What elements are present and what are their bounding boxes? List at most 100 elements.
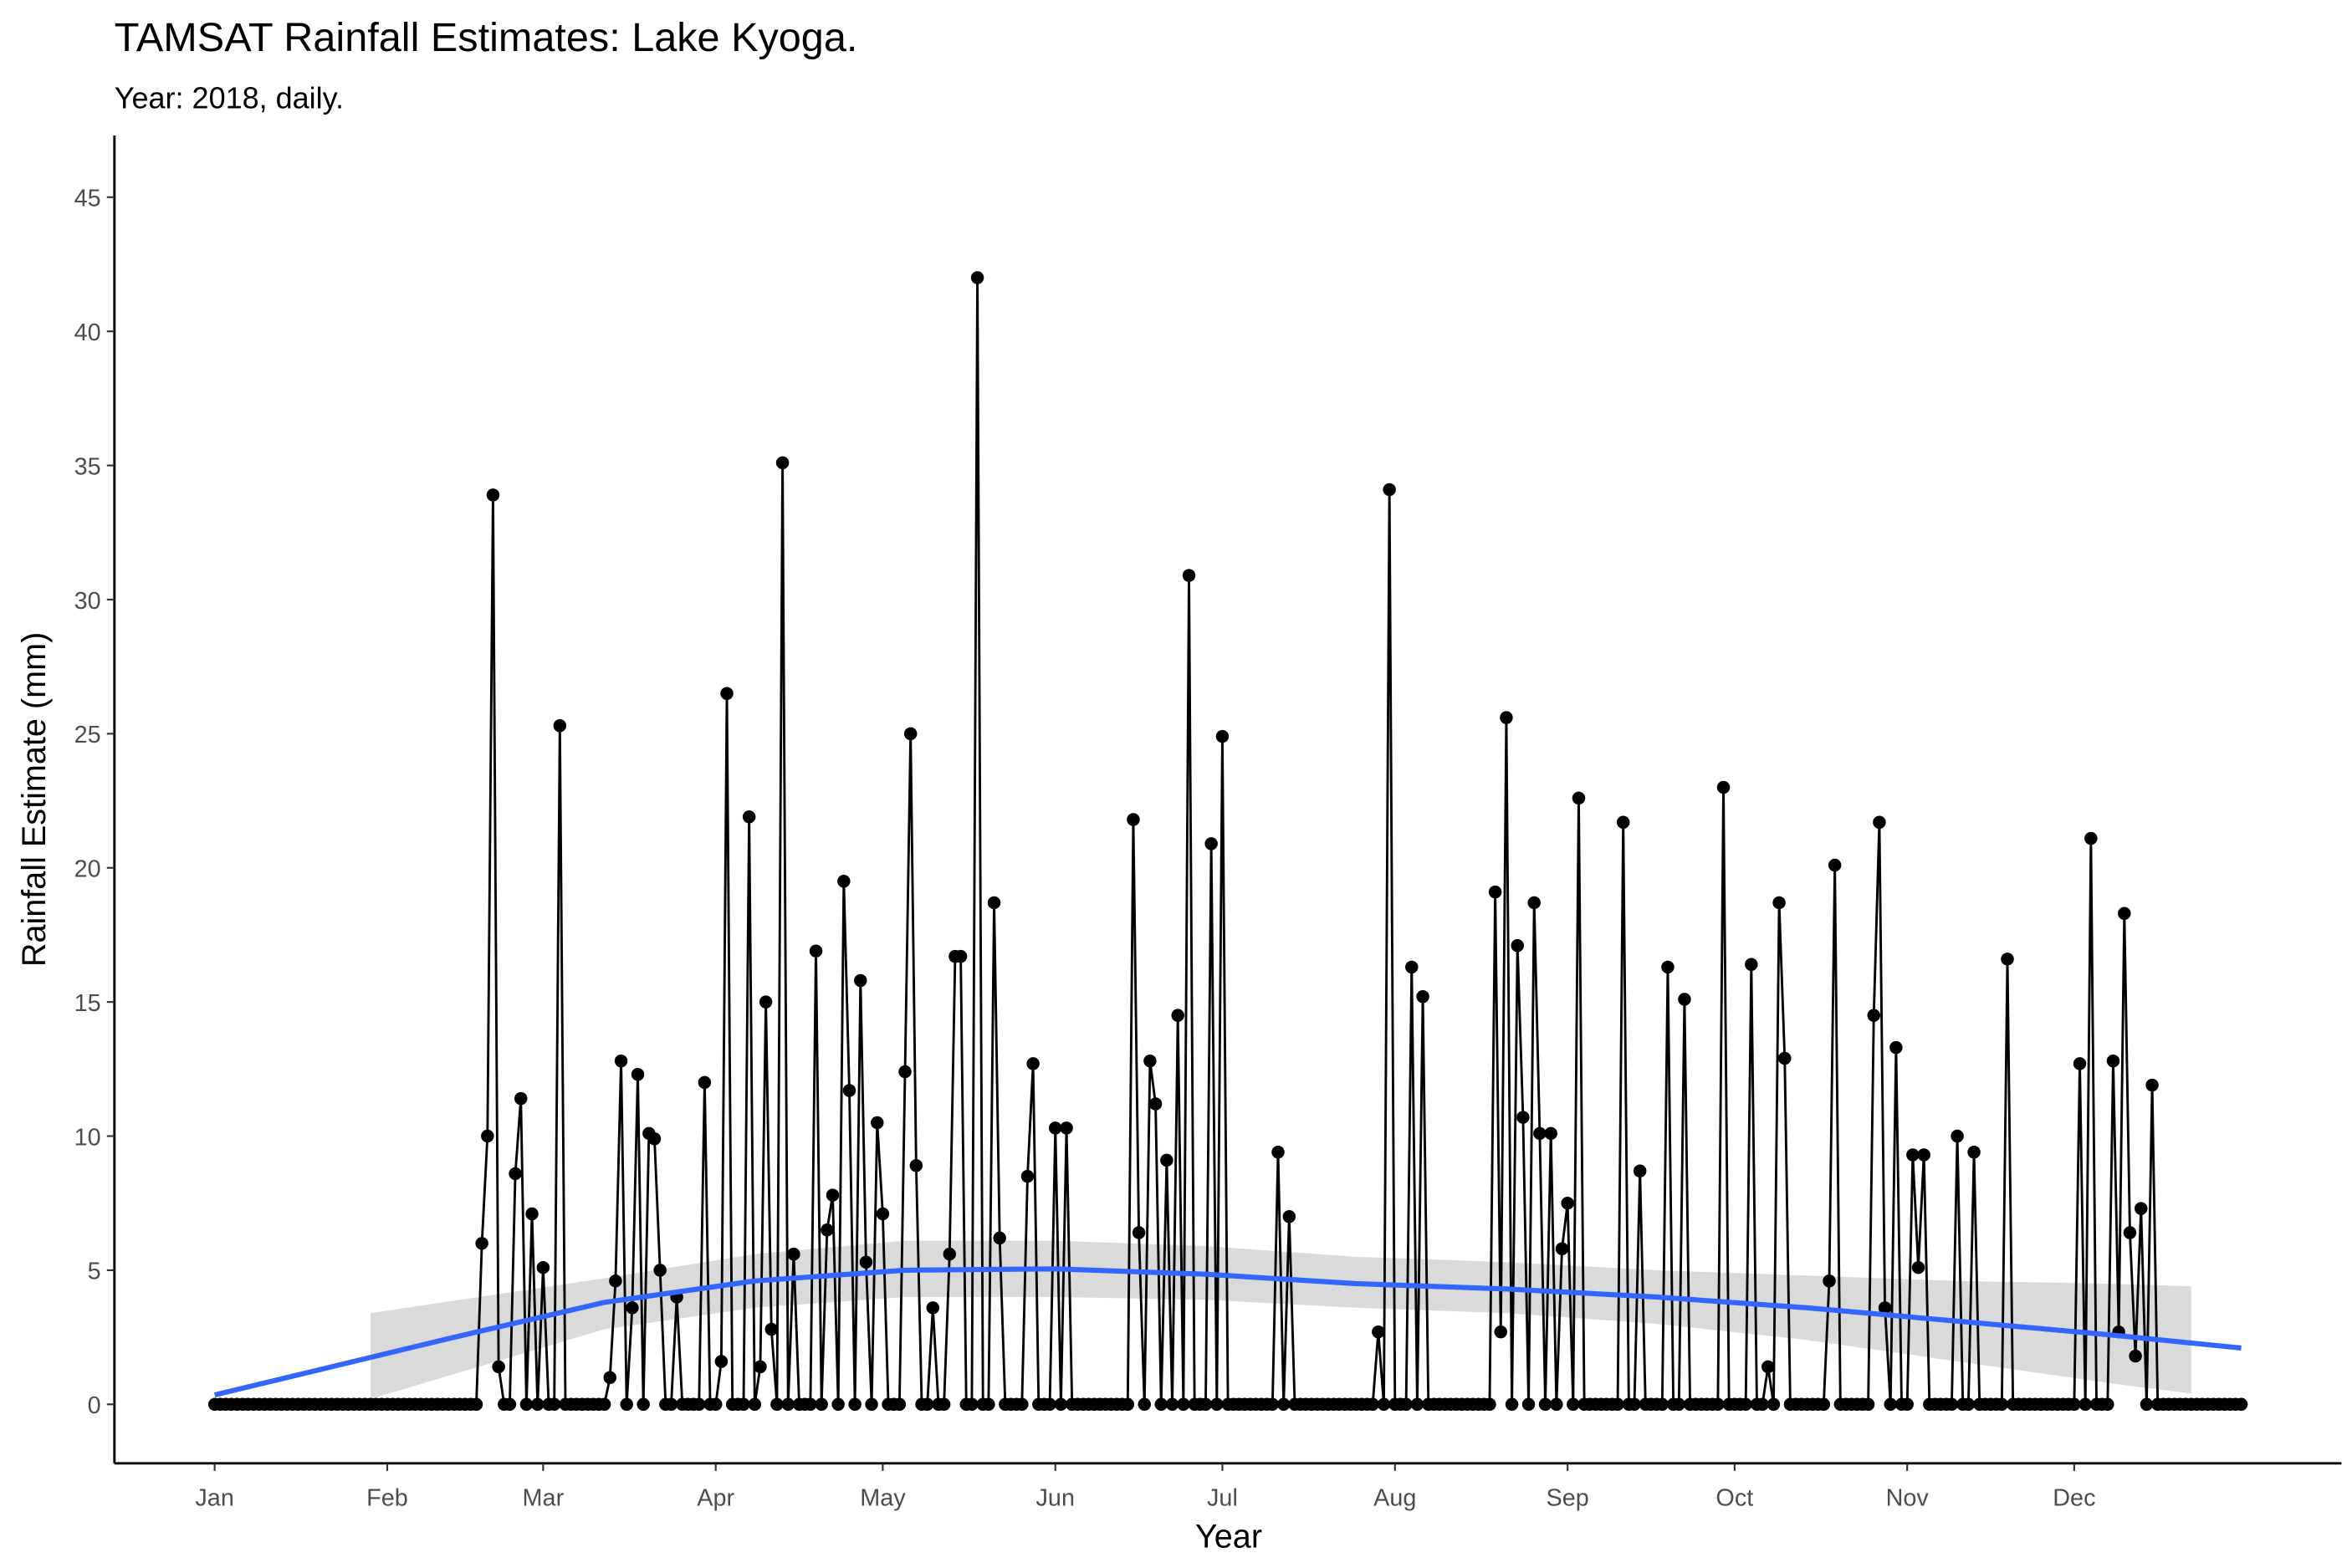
x-tick-label: May bbox=[860, 1484, 906, 1511]
rainfall-point bbox=[1967, 1146, 1981, 1159]
y-tick-label: 0 bbox=[88, 1392, 101, 1419]
rainfall-point bbox=[2078, 1397, 2092, 1412]
rainfall-point bbox=[787, 1247, 800, 1261]
rainfall-point bbox=[1199, 1397, 1213, 1412]
rainfall-point bbox=[1171, 1009, 1184, 1022]
rainfall-point bbox=[1410, 1397, 1424, 1412]
rainfall-point bbox=[1661, 960, 1675, 974]
rainfall-point bbox=[486, 488, 500, 502]
y-tick-label: 5 bbox=[88, 1259, 101, 1285]
rainfall-point bbox=[1488, 885, 1502, 899]
rainfall-point bbox=[1655, 1397, 1669, 1412]
rainfall-point bbox=[1561, 1196, 1574, 1210]
rainfall-point bbox=[1678, 993, 1691, 1006]
rainfall-point bbox=[530, 1397, 545, 1412]
rainfall-point bbox=[903, 727, 918, 741]
rainfall-point bbox=[909, 1159, 923, 1172]
y-tick-label: 35 bbox=[74, 453, 101, 480]
x-tick-label: Apr bbox=[697, 1484, 734, 1511]
rainfall-point bbox=[2101, 1397, 2114, 1412]
rainfall-point bbox=[871, 1116, 884, 1130]
rainfall-point bbox=[982, 1397, 995, 1412]
rainfall-point bbox=[492, 1360, 505, 1374]
rainfall-point bbox=[1628, 1397, 1641, 1412]
rainfall-point bbox=[693, 1397, 706, 1412]
rainfall-point bbox=[1483, 1397, 1496, 1412]
rainfall-point bbox=[737, 1397, 750, 1412]
rainfall-point bbox=[481, 1129, 494, 1143]
rainfall-line bbox=[214, 276, 2242, 1406]
rainfall-point bbox=[993, 1231, 1006, 1245]
rainfall-point bbox=[1995, 1397, 2009, 1412]
rainfall-point bbox=[614, 1054, 628, 1068]
rainfall-point bbox=[1527, 896, 1541, 910]
rainfall-point bbox=[1739, 1397, 1752, 1412]
rainfall-point bbox=[1772, 896, 1786, 910]
rainfall-point bbox=[1756, 1397, 1769, 1412]
rainfall-point bbox=[1544, 1126, 1557, 1141]
rainfall-point bbox=[1204, 837, 1218, 850]
rainfall-point bbox=[1043, 1397, 1056, 1412]
rainfall-point bbox=[2001, 953, 2014, 966]
rainfall-point bbox=[1143, 1054, 1157, 1068]
rainfall-point bbox=[1377, 1397, 1391, 1412]
rainfall-point bbox=[603, 1371, 616, 1384]
rainfall-point bbox=[536, 1260, 550, 1274]
rainfall-point bbox=[1961, 1397, 1976, 1412]
chart-subtitle: Year: 2018, daily. bbox=[115, 81, 344, 115]
rainfall-point bbox=[826, 1188, 840, 1202]
rainfall-point bbox=[1861, 1397, 1875, 1412]
rainfall-point bbox=[1745, 958, 1758, 971]
rainfall-point bbox=[865, 1397, 878, 1412]
y-tick-label: 40 bbox=[74, 319, 101, 346]
rainfall-point bbox=[525, 1207, 539, 1221]
x-tick-label: Aug bbox=[1373, 1484, 1416, 1511]
rainfall-point bbox=[1778, 1051, 1792, 1065]
rainfall-point bbox=[1633, 1164, 1647, 1177]
rainfall-point bbox=[1372, 1325, 1385, 1339]
rainfall-point bbox=[1616, 815, 1630, 829]
x-tick-label: Jul bbox=[1207, 1484, 1238, 1511]
rainfall-point bbox=[2234, 1397, 2248, 1412]
rainfall-point bbox=[653, 1264, 667, 1277]
x-tick-label: Jan bbox=[195, 1484, 233, 1511]
rainfall-point bbox=[1878, 1301, 1892, 1315]
rainfall-point bbox=[748, 1397, 762, 1412]
rainfall-point bbox=[920, 1397, 934, 1412]
rainfall-point bbox=[620, 1397, 633, 1412]
rainfall-point bbox=[1900, 1397, 1914, 1412]
rainfall-point bbox=[698, 1075, 712, 1090]
y-tick-label: 30 bbox=[74, 588, 101, 615]
x-tick-label: Mar bbox=[523, 1484, 565, 1511]
rainfall-point bbox=[1177, 1397, 1190, 1412]
rainfall-point bbox=[475, 1237, 488, 1250]
x-tick-label: Feb bbox=[366, 1484, 408, 1511]
rainfall-point bbox=[1945, 1397, 1959, 1412]
rainfall-point bbox=[1127, 813, 1140, 826]
x-tick-label: Oct bbox=[1715, 1484, 1753, 1511]
rainfall-point bbox=[775, 456, 790, 470]
rainfall-point bbox=[626, 1301, 639, 1315]
rainfall-point bbox=[764, 1322, 779, 1336]
rainfall-point bbox=[1160, 1153, 1173, 1167]
x-tick-label: Sep bbox=[1547, 1484, 1589, 1511]
rainfall-point bbox=[970, 271, 984, 284]
rainfall-point bbox=[503, 1397, 517, 1412]
x-axis-title: Year bbox=[1195, 1519, 1262, 1555]
rainfall-point bbox=[1182, 569, 1196, 582]
rainfall-point bbox=[708, 1397, 723, 1412]
rainfall-point bbox=[1366, 1397, 1379, 1412]
rainfall-point bbox=[943, 1247, 957, 1261]
rainfall-point bbox=[1823, 1274, 1836, 1288]
rainfall-point bbox=[1828, 858, 1842, 872]
rainfall-point bbox=[2106, 1054, 2120, 1068]
rainfall-point bbox=[519, 1397, 534, 1412]
rainfall-point bbox=[631, 1068, 645, 1081]
rainfall-point bbox=[2118, 907, 2131, 921]
rainfall-point bbox=[509, 1167, 522, 1181]
rainfall-point bbox=[1767, 1397, 1781, 1412]
rainfall-point bbox=[1020, 1169, 1035, 1183]
rainfall-point bbox=[954, 949, 968, 963]
rainfall-point bbox=[514, 1091, 528, 1106]
rainfall-point bbox=[1148, 1097, 1163, 1111]
